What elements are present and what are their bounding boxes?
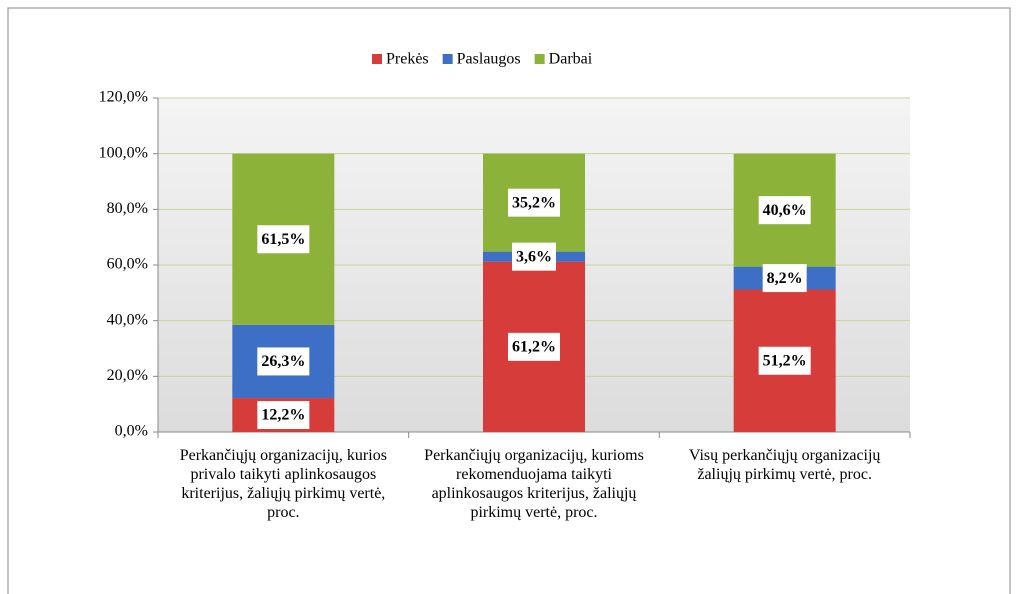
legend-label: Darbai (549, 51, 593, 68)
label-box (257, 347, 310, 376)
label-box (512, 242, 556, 271)
label-box (762, 264, 807, 293)
x-label-box: Perkančiųjų organizacijų, kurioms rekome… (424, 447, 644, 521)
label-box (758, 196, 811, 225)
label-box (508, 188, 560, 217)
data-label: 51,2% (763, 352, 807, 369)
data-label: 8,2% (767, 270, 803, 287)
y-tick-label: 80,0% (107, 200, 148, 217)
label-box (257, 401, 310, 430)
y-tick-label: 120,0% (99, 89, 148, 106)
legend-label: Paslaugos (457, 51, 521, 68)
legend-label: Prekės (386, 51, 429, 68)
y-tick-label: 20,0% (107, 367, 148, 384)
y-tick-label: 100,0% (99, 144, 148, 161)
y-tick-label: 0,0% (115, 423, 148, 440)
y-tick-label: 40,0% (107, 311, 148, 328)
label-box (758, 346, 811, 375)
data-label: 61,5% (261, 231, 305, 248)
data-label: 61,2% (512, 339, 556, 356)
chart-frame (7, 7, 1011, 594)
legend-swatch (372, 54, 382, 64)
data-label: 26,3% (261, 353, 305, 370)
label-box (257, 225, 310, 254)
label-box (508, 332, 560, 361)
x-tick-label: Perkančiųjų organizacijų, kurios privalo… (179, 447, 387, 521)
x-label-box: Perkančiųjų organizacijų, kurios privalo… (179, 447, 387, 521)
data-label: 40,6% (763, 202, 807, 219)
x-tick-label: Visų perkančiųjų organizacijų žaliųjų pi… (688, 447, 881, 483)
y-tick-label: 60,0% (107, 256, 148, 273)
legend-swatch (442, 54, 453, 64)
x-label-box: Visų perkančiųjų organizacijų žaliųjų pi… (688, 447, 881, 483)
data-label: 12,2% (261, 407, 305, 424)
x-tick-label: Perkančiųjų organizacijų, kurioms rekome… (424, 447, 644, 521)
legend-swatch (534, 54, 545, 64)
data-label: 3,6% (516, 248, 552, 265)
data-label: 35,2% (512, 194, 556, 211)
